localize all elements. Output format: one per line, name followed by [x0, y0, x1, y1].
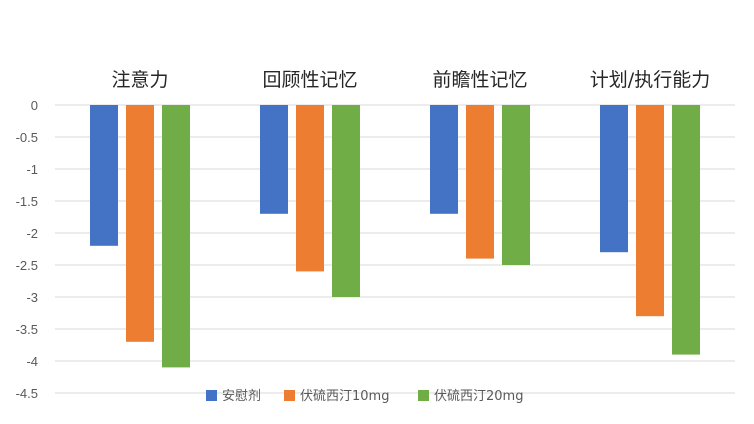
category-label: 注意力	[111, 69, 168, 91]
bar	[90, 105, 118, 246]
y-tick-label: -3	[26, 290, 38, 305]
y-tick-label: -4	[26, 354, 38, 369]
y-tick-label: -2.5	[16, 258, 38, 273]
bar	[502, 105, 530, 265]
legend-label: 伏硫西汀20mg	[434, 389, 523, 404]
gridlines	[55, 104, 735, 394]
bar	[430, 105, 458, 214]
category-label: 回顾性记忆	[262, 69, 357, 91]
y-axis-ticks: 0 -0.5 -1 -1.5 -2 -2.5 -3 -3.5 -4 -4.5	[16, 98, 38, 401]
y-tick-label: -1.5	[16, 194, 38, 209]
y-tick-label: -3.5	[16, 322, 38, 337]
y-tick-label: -2	[26, 226, 38, 241]
legend-swatch	[206, 390, 217, 401]
legend-label: 伏硫西汀10mg	[300, 389, 389, 404]
bar	[600, 105, 628, 253]
legend: 安慰剂 伏硫西汀10mg 伏硫西汀20mg	[206, 389, 523, 404]
y-tick-label: 0	[31, 98, 38, 113]
y-tick-label: -1	[26, 162, 38, 177]
legend-swatch	[418, 390, 429, 401]
bar	[126, 105, 154, 342]
category-labels: 注意力 回顾性记忆 前瞻性记忆 计划/执行能力	[111, 69, 710, 91]
category-label: 计划/执行能力	[590, 69, 710, 91]
y-tick-label: -4.5	[16, 386, 38, 401]
bar	[672, 105, 700, 355]
y-tick-label: -0.5	[16, 130, 38, 145]
bar	[636, 105, 664, 317]
bar	[296, 105, 324, 272]
bars	[90, 105, 700, 368]
bar	[260, 105, 288, 214]
legend-label: 安慰剂	[222, 389, 261, 404]
bar	[332, 105, 360, 297]
bar	[162, 105, 190, 368]
bar	[466, 105, 494, 259]
legend-swatch	[284, 390, 295, 401]
category-label: 前瞻性记忆	[432, 69, 527, 91]
